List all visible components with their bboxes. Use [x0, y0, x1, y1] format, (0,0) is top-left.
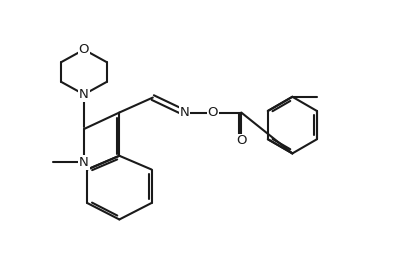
Text: N: N: [179, 106, 189, 119]
Text: N: N: [79, 88, 89, 101]
Text: O: O: [208, 106, 218, 119]
Text: O: O: [79, 43, 89, 56]
Text: N: N: [79, 156, 89, 169]
Text: O: O: [236, 134, 246, 147]
